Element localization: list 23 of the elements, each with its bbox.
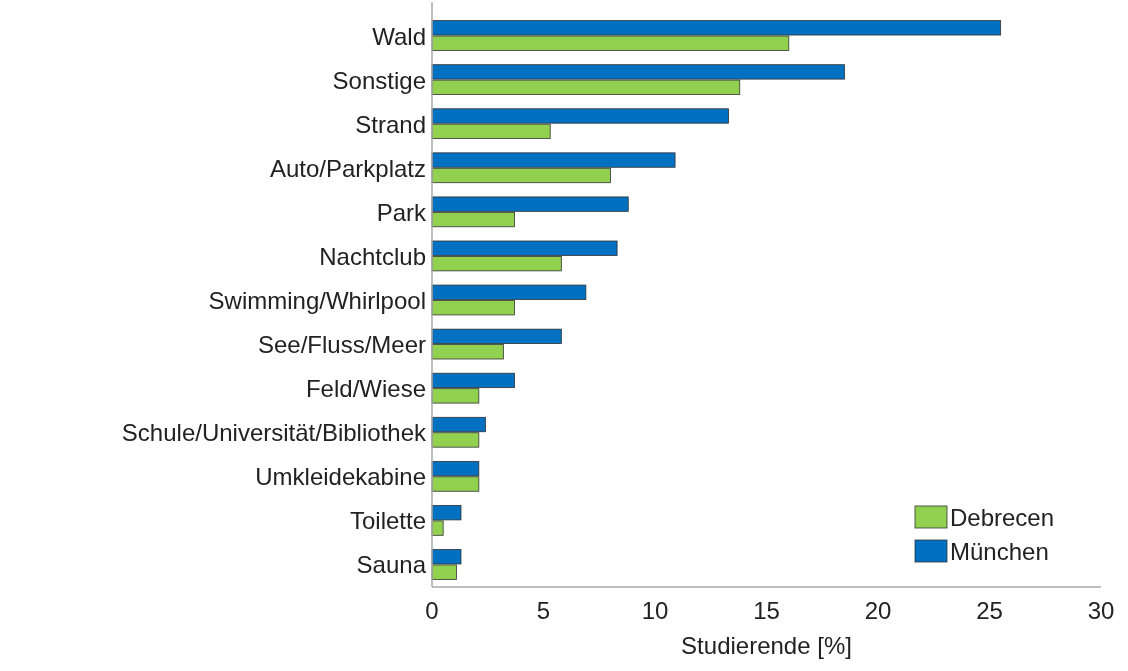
y-tick-label: Schule/Universität/Bibliothek xyxy=(121,419,427,447)
y-tick-label: Toilette xyxy=(349,507,426,535)
y-tick-label: See/Fluss/Meer xyxy=(257,331,426,359)
x-tick-label: 0 xyxy=(425,597,439,624)
x-tick-label: 20 xyxy=(864,597,892,624)
x-tick-label: 15 xyxy=(753,597,780,624)
y-tick-label: Park xyxy=(376,198,427,226)
y-tick-label: Wald xyxy=(372,22,426,50)
x-tick-label: 5 xyxy=(536,597,551,624)
y-tick-label: Sauna xyxy=(356,551,427,579)
y-tick-label: Auto/Parkplatz xyxy=(269,154,426,182)
x-tick-label: 10 xyxy=(641,597,669,624)
y-tick-label: Swimming/Whirlpool xyxy=(208,287,426,314)
y-tick-label: Feld/Wiese xyxy=(305,375,426,403)
x-tick-label: 25 xyxy=(976,597,1003,624)
x-axis-title: Studierende [%] xyxy=(681,632,852,659)
x-tick-label: 30 xyxy=(1087,597,1115,624)
y-tick-label: Sonstige xyxy=(332,66,426,94)
legend-label: München xyxy=(950,537,1049,565)
legend-label: Debrecen xyxy=(950,503,1055,531)
y-tick-label: Umkleidekabine xyxy=(255,463,426,491)
y-tick-label: Nachtclub xyxy=(319,242,426,270)
y-tick-label: Strand xyxy=(355,110,426,138)
